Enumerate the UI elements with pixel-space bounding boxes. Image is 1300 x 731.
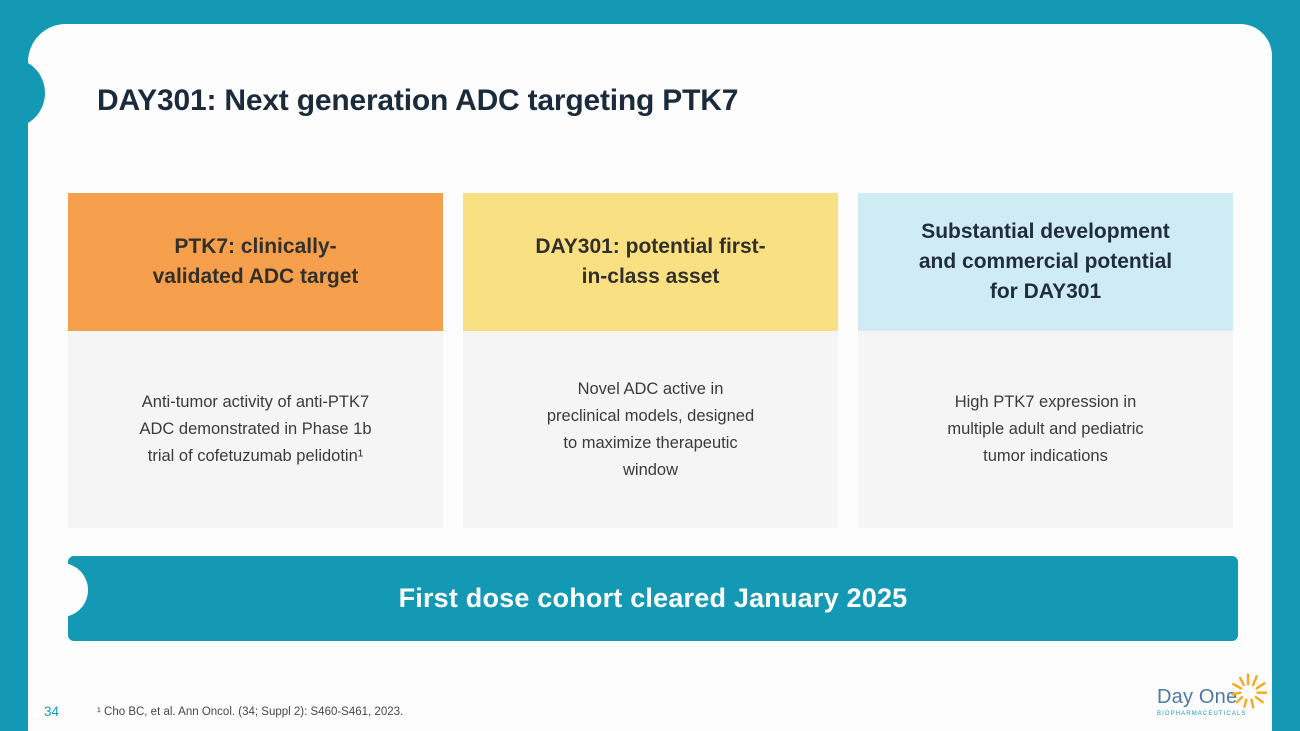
page-title: DAY301: Next generation ADC targeting PT…	[97, 84, 739, 117]
card-header: DAY301: potential first- in-class asset	[463, 193, 838, 331]
card-body: Novel ADC active in preclinical models, …	[463, 331, 838, 528]
card-body: High PTK7 expression in multiple adult a…	[858, 331, 1233, 528]
footnote: ¹ Cho BC, et al. Ann Oncol. (34; Suppl 2…	[97, 706, 404, 718]
logo-wordmark: Day One	[1157, 686, 1238, 708]
card-commercial-potential: Substantial development and commercial p…	[858, 193, 1233, 528]
card-ptk7-target: PTK7: clinically- validated ADC target A…	[68, 193, 443, 528]
sun-icon	[1231, 673, 1268, 709]
logo-subtext: BIOPHARMACEUTICALS	[1157, 711, 1247, 717]
card-header: Substantial development and commercial p…	[858, 193, 1233, 331]
card-first-in-class: DAY301: potential first- in-class asset …	[463, 193, 838, 528]
company-logo: Day One BIOPHARMACEUTICALS	[1157, 673, 1268, 717]
card-body: Anti-tumor activity of anti-PTK7 ADC dem…	[68, 331, 443, 528]
cards-row: PTK7: clinically- validated ADC target A…	[68, 193, 1233, 528]
milestone-banner: First dose cohort cleared January 2025	[68, 556, 1238, 641]
banner-notch	[68, 563, 88, 617]
page-number: 34	[44, 704, 60, 719]
milestone-banner-label: First dose cohort cleared January 2025	[398, 583, 908, 613]
card-header: PTK7: clinically- validated ADC target	[68, 193, 443, 331]
